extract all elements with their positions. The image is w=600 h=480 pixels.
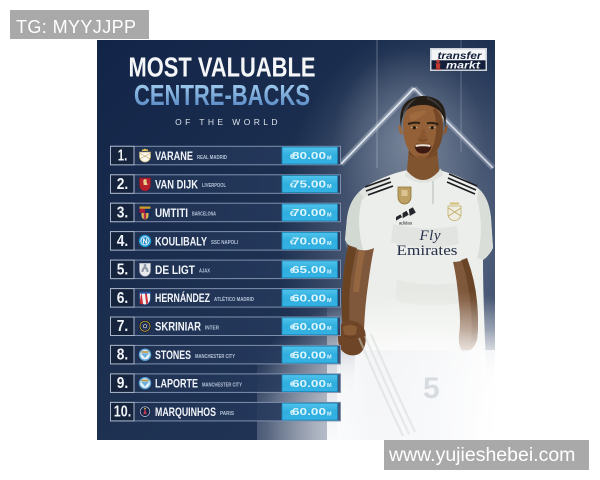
svg-text:MANCHESTER CITY: MANCHESTER CITY (195, 354, 235, 360)
svg-text:€: € (290, 382, 294, 389)
svg-text:M: M (327, 355, 332, 361)
svg-text:MOST VALUABLE: MOST VALUABLE (129, 52, 316, 83)
svg-text:M: M (327, 326, 332, 332)
svg-text:VAN DIJK: VAN DIJK (155, 177, 198, 191)
svg-text:8.: 8. (117, 347, 129, 364)
svg-text:INTER: INTER (205, 325, 220, 331)
svg-text:BARCELONA: BARCELONA (192, 212, 217, 218)
svg-text:60.00: 60.00 (292, 378, 326, 390)
svg-text:4.: 4. (117, 233, 129, 250)
svg-text:KOULIBALY: KOULIBALY (155, 234, 207, 248)
svg-text:ATLÉTICO MADRID: ATLÉTICO MADRID (214, 295, 254, 303)
svg-text:LIVERPOOL: LIVERPOOL (202, 183, 226, 189)
svg-text:N: N (142, 239, 147, 246)
svg-text:60.00: 60.00 (292, 406, 326, 418)
svg-text:3.: 3. (117, 204, 129, 221)
svg-text:60.00: 60.00 (292, 321, 326, 333)
svg-text:M: M (327, 156, 332, 162)
svg-text:60.00: 60.00 (292, 292, 326, 304)
svg-text:MANCHESTER CITY: MANCHESTER CITY (202, 382, 242, 388)
svg-text:€: € (290, 211, 294, 218)
svg-text:5.: 5. (117, 261, 129, 278)
svg-text:DE LIGT: DE LIGT (155, 263, 196, 277)
svg-text:M: M (327, 269, 332, 275)
svg-text:60.00: 60.00 (292, 349, 326, 361)
svg-text:€: € (290, 154, 294, 161)
svg-text:70.00: 70.00 (292, 207, 326, 219)
svg-text:MARQUINHOS: MARQUINHOS (155, 405, 216, 419)
svg-text:M: M (327, 412, 332, 418)
svg-text:SKRINIAR: SKRINIAR (155, 320, 201, 334)
svg-text:2.: 2. (117, 176, 129, 193)
svg-text:M: M (327, 383, 332, 389)
svg-text:€: € (290, 239, 294, 246)
svg-text:7.: 7. (117, 318, 129, 335)
svg-text:M: M (327, 241, 332, 247)
svg-text:STONES: STONES (155, 348, 191, 362)
svg-text:Fly: Fly (419, 228, 441, 244)
svg-text:UMTITI: UMTITI (155, 206, 188, 220)
svg-text:SSC NAPOLI: SSC NAPOLI (211, 240, 238, 246)
svg-text:€: € (290, 325, 294, 332)
svg-text:80.00: 80.00 (292, 150, 326, 162)
svg-text:Emirates: Emirates (397, 243, 458, 259)
svg-text:6.: 6. (117, 290, 129, 307)
svg-text:€: € (290, 353, 294, 360)
svg-text:markt: markt (446, 60, 481, 72)
svg-text:HERNÁNDEZ: HERNÁNDEZ (155, 290, 210, 305)
svg-text:M: M (327, 298, 332, 304)
svg-text:9.: 9. (117, 375, 129, 392)
svg-text:AJAX: AJAX (199, 269, 210, 275)
svg-text:€: € (290, 182, 294, 189)
svg-text:5: 5 (423, 372, 440, 405)
svg-text:1.: 1. (118, 148, 128, 165)
svg-text:adidas: adidas (399, 221, 413, 226)
svg-text:OF THE WORLD: OF THE WORLD (175, 117, 281, 127)
svg-text:€: € (290, 268, 294, 275)
svg-text:LAPORTE: LAPORTE (155, 377, 198, 391)
svg-text:75.00: 75.00 (292, 179, 326, 191)
svg-text:REAL MADRID: REAL MADRID (197, 155, 227, 161)
svg-text:VARANE: VARANE (155, 149, 193, 163)
svg-text:CENTRE-BACKS: CENTRE-BACKS (134, 80, 310, 112)
svg-text:10.: 10. (114, 404, 132, 421)
svg-text:€: € (290, 410, 294, 417)
svg-text:70.00: 70.00 (292, 236, 326, 248)
svg-text:65.00: 65.00 (292, 264, 326, 276)
svg-text:M: M (327, 184, 332, 190)
svg-text:€: € (290, 296, 294, 303)
svg-text:transfer: transfer (438, 50, 483, 62)
svg-text:PARIS: PARIS (220, 411, 234, 417)
svg-text:M: M (327, 212, 332, 218)
